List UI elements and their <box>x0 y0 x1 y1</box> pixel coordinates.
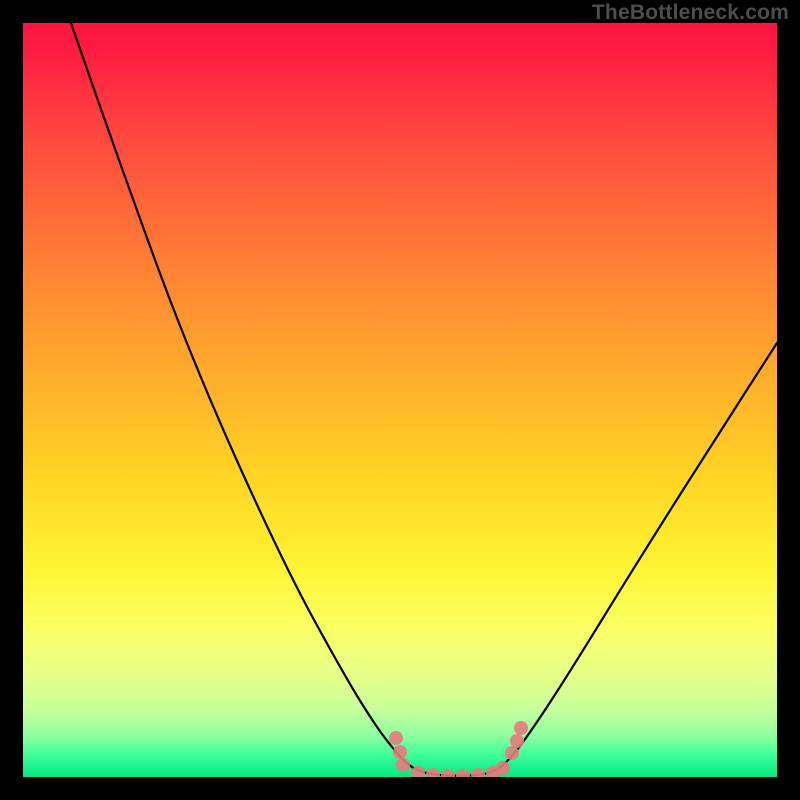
marker-dot <box>514 721 528 735</box>
marker-dot <box>510 734 524 748</box>
chart-canvas <box>0 0 800 800</box>
marker-dot <box>396 758 410 772</box>
marker-dot <box>505 746 519 760</box>
marker-dot <box>393 745 407 759</box>
watermark-label: TheBottleneck.com <box>592 1 789 25</box>
marker-dot <box>496 761 510 775</box>
marker-dot <box>389 731 403 745</box>
gradient-background <box>23 23 777 777</box>
